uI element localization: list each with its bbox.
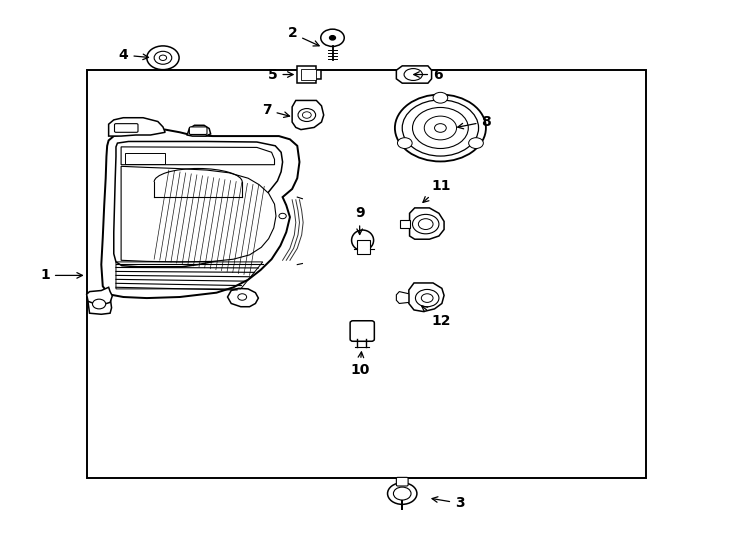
Circle shape [321,29,344,46]
Polygon shape [121,147,275,165]
Circle shape [433,92,448,103]
Text: 7: 7 [262,103,289,117]
Text: 5: 5 [268,68,293,82]
Text: 12: 12 [421,306,451,328]
Text: 3: 3 [432,496,465,510]
Ellipse shape [352,230,374,251]
Polygon shape [400,220,410,228]
Circle shape [159,55,167,60]
Text: 1: 1 [40,268,82,282]
Polygon shape [297,66,321,83]
Polygon shape [410,208,444,239]
Polygon shape [396,292,409,303]
FancyBboxPatch shape [396,477,408,486]
Circle shape [421,294,433,302]
Polygon shape [87,287,112,305]
Circle shape [468,138,483,148]
Text: 9: 9 [355,206,365,234]
Circle shape [435,124,446,132]
Text: 10: 10 [350,352,369,377]
FancyBboxPatch shape [350,321,374,341]
Text: 8: 8 [458,114,491,129]
Bar [301,69,316,80]
Circle shape [330,36,335,40]
Polygon shape [109,118,165,136]
Circle shape [413,107,468,148]
Circle shape [395,94,486,161]
FancyBboxPatch shape [189,127,207,134]
Text: 11: 11 [423,179,451,202]
Bar [125,153,165,164]
Circle shape [388,483,417,504]
Circle shape [147,46,179,70]
Polygon shape [88,294,112,314]
Circle shape [302,112,311,118]
Circle shape [298,109,316,122]
Text: 2: 2 [288,26,319,46]
Circle shape [418,219,433,230]
Polygon shape [292,100,324,130]
Polygon shape [409,283,444,312]
Circle shape [398,138,413,148]
Circle shape [402,100,479,156]
Text: 6: 6 [414,68,443,82]
Polygon shape [187,125,211,136]
Circle shape [154,51,172,64]
Ellipse shape [404,69,423,80]
Polygon shape [228,288,258,307]
Circle shape [92,299,106,309]
Polygon shape [396,66,432,83]
Polygon shape [101,130,299,298]
Text: 4: 4 [119,48,148,62]
Circle shape [279,213,286,219]
Circle shape [413,214,439,234]
FancyBboxPatch shape [115,124,138,132]
Polygon shape [114,141,283,267]
Bar [357,240,370,254]
Circle shape [393,487,411,500]
Circle shape [415,289,439,307]
Bar [87,70,646,478]
Polygon shape [121,166,276,262]
Circle shape [424,116,457,140]
Circle shape [238,294,247,300]
